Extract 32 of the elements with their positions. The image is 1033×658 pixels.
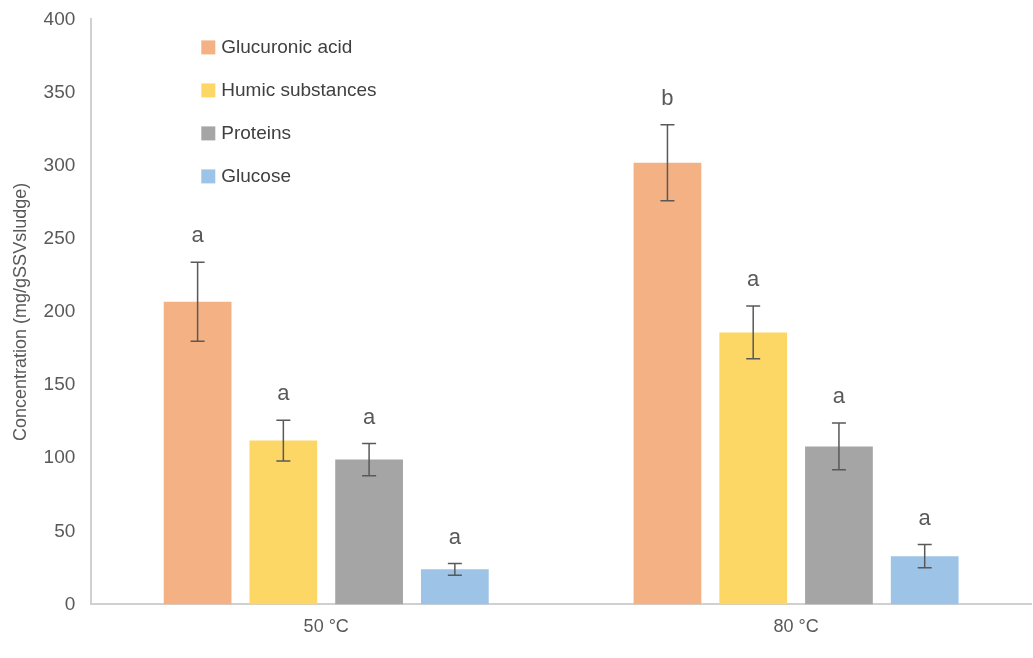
legend-label: Proteins xyxy=(221,121,291,143)
legend-label: Humic substances xyxy=(221,78,377,100)
bar xyxy=(805,446,873,605)
bar xyxy=(719,332,788,605)
bar xyxy=(420,569,489,605)
bar xyxy=(633,162,702,605)
y-tick-label: 250 xyxy=(43,227,76,249)
legend-label: Glucose xyxy=(221,164,291,186)
y-tick-label: 200 xyxy=(43,300,76,322)
annotation: b xyxy=(661,84,674,110)
annotation: a xyxy=(448,523,462,549)
annotation: a xyxy=(747,266,761,292)
y-tick-label: 150 xyxy=(43,373,76,395)
legend-label: Glucuronic acid xyxy=(221,35,353,57)
x-tick-label: 80 °C xyxy=(773,616,819,637)
annotation: a xyxy=(918,504,932,530)
annotation: a xyxy=(277,380,291,406)
bar xyxy=(890,556,959,605)
y-tick-label: 100 xyxy=(43,446,76,468)
y-tick-label: 400 xyxy=(43,7,76,29)
y-tick-label: 350 xyxy=(43,80,76,102)
annotation: a xyxy=(362,403,376,429)
y-tick-label: 0 xyxy=(64,592,76,614)
x-tick-label: 50 °C xyxy=(303,616,349,637)
bar xyxy=(335,459,403,605)
y-tick-label: 300 xyxy=(43,153,76,175)
annotation: a xyxy=(832,383,846,409)
bar xyxy=(163,301,232,605)
y-axis-title: Concentration (mg/gSSVsludge) xyxy=(9,182,30,441)
y-tick-label: 50 xyxy=(54,519,76,541)
bar xyxy=(249,440,318,605)
annotation: a xyxy=(191,222,205,248)
